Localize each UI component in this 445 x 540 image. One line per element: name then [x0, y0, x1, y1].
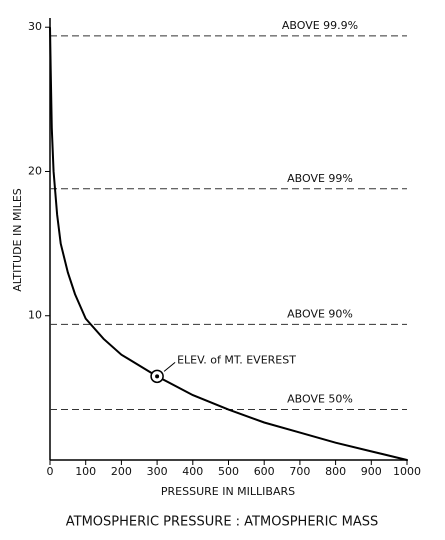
x-axis-label: PRESSURE IN MILLIBARS	[161, 485, 295, 498]
annotation-dot	[155, 374, 160, 379]
annotation-arrow	[163, 361, 176, 372]
x-tick-label: 600	[254, 465, 275, 478]
x-tick-label: 800	[325, 465, 346, 478]
x-tick-label: 100	[75, 465, 96, 478]
x-tick-label: 400	[182, 465, 203, 478]
reference-label: ABOVE 99%	[287, 172, 353, 185]
x-tick-label: 500	[218, 465, 239, 478]
reference-label: ABOVE 99.9%	[282, 19, 358, 32]
x-tick-label: 200	[111, 465, 132, 478]
x-tick-label: 0	[47, 465, 54, 478]
x-tick-label: 1000	[393, 465, 421, 478]
x-tick-label: 300	[147, 465, 168, 478]
curve	[49, 27, 408, 461]
y-tick-label: 20	[28, 164, 42, 177]
y-axis-label: ALTITUDE IN MILES	[11, 188, 24, 292]
reference-label: ABOVE 90%	[287, 307, 353, 320]
chart-title: ATMOSPHERIC PRESSURE : ATMOSPHERIC MASS	[66, 515, 378, 530]
reference-label: ABOVE 50%	[287, 393, 353, 406]
annotation-label: ELEV. of MT. EVEREST	[177, 353, 296, 366]
x-tick-label: 700	[289, 465, 310, 478]
y-tick-label: 10	[28, 309, 42, 322]
y-tick-label: 30	[28, 20, 42, 33]
x-tick-label: 900	[361, 465, 382, 478]
